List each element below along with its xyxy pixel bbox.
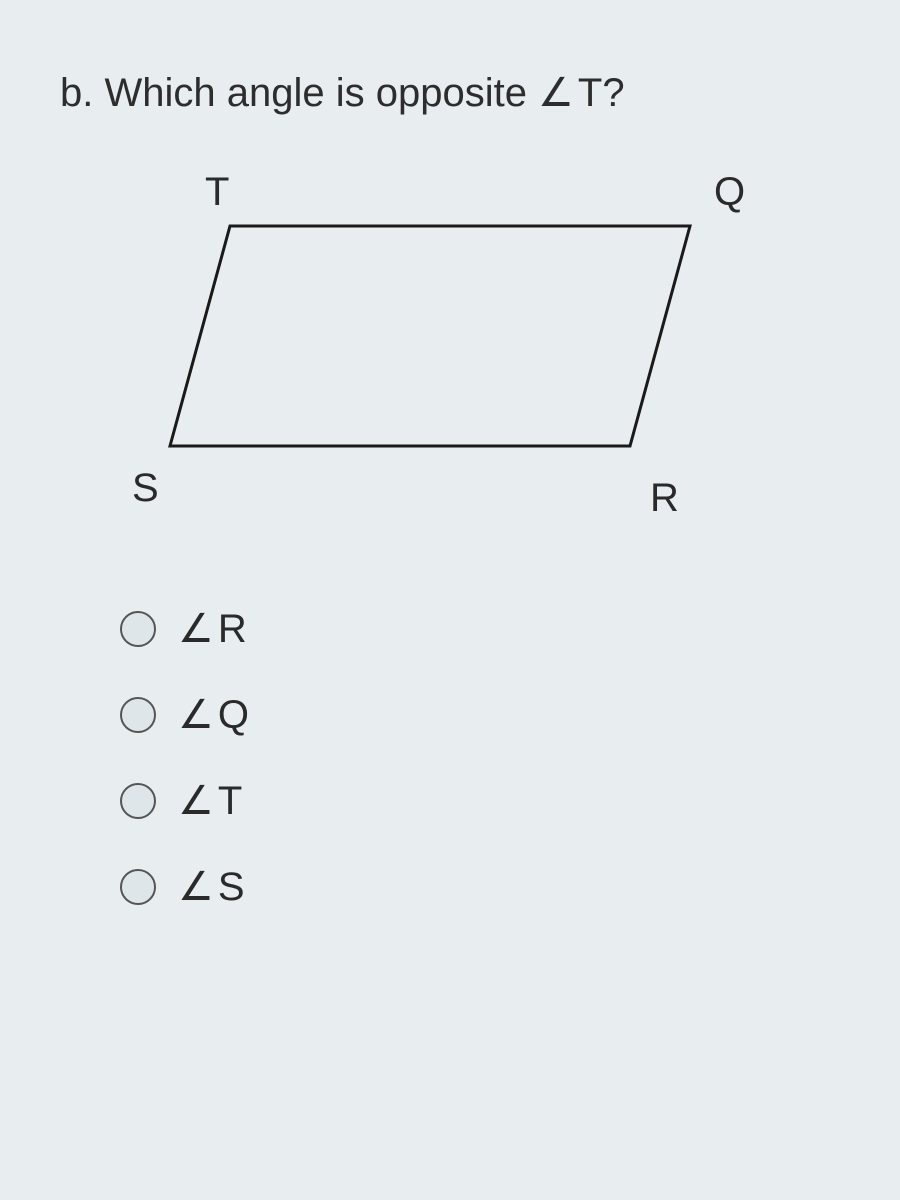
radio-icon[interactable] bbox=[120, 783, 156, 819]
question-suffix: ? bbox=[602, 71, 624, 115]
vertex-label-Q: Q bbox=[714, 170, 745, 215]
vertex-label-R: R bbox=[650, 476, 679, 521]
parallelogram-figure: T Q S R bbox=[100, 176, 800, 536]
angle-symbol: ∠ bbox=[178, 606, 214, 652]
option-label: ∠S bbox=[178, 864, 245, 910]
option-S[interactable]: ∠S bbox=[120, 864, 840, 910]
option-Q[interactable]: ∠Q bbox=[120, 692, 840, 738]
radio-icon[interactable] bbox=[120, 611, 156, 647]
vertex-label-S: S bbox=[132, 466, 159, 511]
question-prefix: b. Which angle is opposite bbox=[60, 71, 538, 115]
angle-symbol: ∠ bbox=[178, 692, 214, 738]
angle-symbol: ∠ bbox=[178, 778, 214, 824]
parallelogram-shape bbox=[170, 226, 690, 446]
radio-icon[interactable] bbox=[120, 697, 156, 733]
question-text: b. Which angle is opposite ∠T? bbox=[60, 70, 840, 116]
option-letter: Q bbox=[218, 693, 249, 738]
option-label: ∠R bbox=[178, 606, 247, 652]
option-letter: T bbox=[218, 779, 242, 824]
angle-symbol: ∠ bbox=[178, 864, 214, 910]
option-T[interactable]: ∠T bbox=[120, 778, 840, 824]
vertex-label-T: T bbox=[205, 170, 229, 215]
option-letter: R bbox=[218, 607, 247, 652]
option-label: ∠T bbox=[178, 778, 242, 824]
option-label: ∠Q bbox=[178, 692, 249, 738]
angle-vertex: T bbox=[578, 71, 602, 115]
parallelogram-svg bbox=[100, 176, 800, 536]
question-card: b. Which angle is opposite ∠T? T Q S R ∠… bbox=[0, 0, 900, 910]
radio-icon[interactable] bbox=[120, 869, 156, 905]
answer-options: ∠R ∠Q ∠T ∠S bbox=[120, 606, 840, 910]
angle-symbol: ∠ bbox=[538, 70, 574, 116]
option-R[interactable]: ∠R bbox=[120, 606, 840, 652]
option-letter: S bbox=[218, 865, 245, 910]
